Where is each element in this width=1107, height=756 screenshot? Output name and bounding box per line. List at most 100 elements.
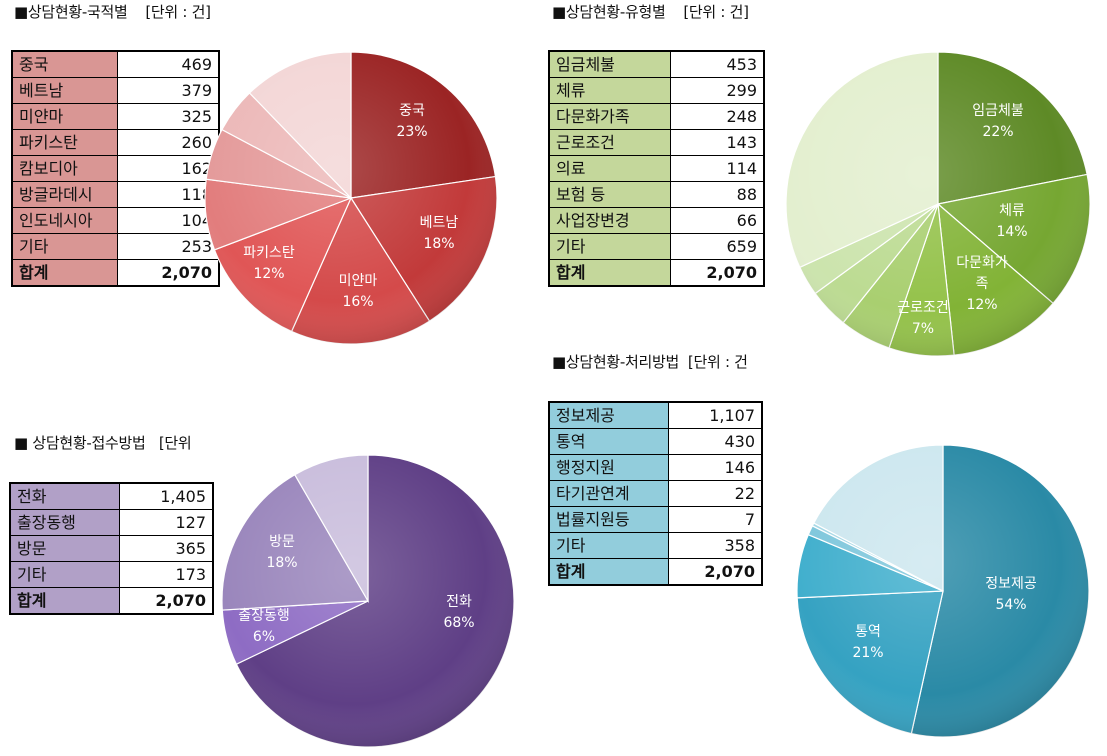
category-label: 다문화가족 (548, 103, 671, 130)
table-row: 전화 1,405 (9, 482, 214, 510)
category-value: 248 (670, 103, 765, 130)
total-label: 합계 (9, 587, 120, 615)
total-label: 합계 (11, 259, 118, 287)
category-value: 127 (119, 509, 214, 536)
table-row: 베트남 379 (11, 77, 220, 104)
slice-label: 미얀마 16% (339, 273, 378, 310)
table-row: 기타 253 (11, 233, 220, 260)
table-row: 방글라데시 118 (11, 181, 220, 208)
table-row: 캄보디아 162 (11, 155, 220, 182)
category-value: 104 (117, 207, 220, 234)
category-value: 146 (668, 454, 763, 481)
category-label: 근로조건 (548, 129, 671, 156)
category-label: 중국 (11, 50, 118, 78)
category-label: 행정지원 (548, 454, 669, 481)
category-value: 659 (670, 233, 765, 260)
chart-title-resolution: ■상담현황-처리방법 [단위 : 건 (552, 353, 748, 371)
category-label: 통역 (548, 428, 669, 455)
slice-label: 임금체불 22% (972, 103, 1024, 140)
category-value: 162 (117, 155, 220, 182)
table-row: 중국 469 (11, 50, 220, 78)
slice-label: 베트남 18% (420, 215, 459, 252)
category-label: 파키스탄 (11, 129, 118, 156)
total-label: 합계 (548, 259, 671, 287)
table-row: 기타 358 (548, 532, 763, 559)
category-value: 453 (670, 50, 765, 78)
table-row: 근로조건 143 (548, 129, 765, 156)
total-row: 합계 2,070 (548, 558, 763, 586)
table-row: 정보제공 1,107 (548, 401, 763, 429)
table-row: 사업장변경 66 (548, 207, 765, 234)
category-label: 정보제공 (548, 401, 669, 429)
slice-label: 근로조건 7% (897, 300, 949, 337)
category-label: 출장동행 (9, 509, 120, 536)
category-value: 118 (117, 181, 220, 208)
table-row: 다문화가족 248 (548, 103, 765, 130)
chart-title-intake: ■ 상담현황-접수방법 [단위 (14, 434, 192, 452)
category-label: 타기관연계 (548, 480, 669, 507)
type-pie-chart: 임금체불 22% 체류 14% 다문화가 족 12%근로조건 7% (785, 51, 1091, 357)
category-value: 22 (668, 480, 763, 507)
category-value: 173 (119, 561, 214, 588)
category-value: 7 (668, 506, 763, 533)
chart-title-type: ■상담현황-유형별 [단위 : 건] (552, 3, 749, 21)
category-value: 1,405 (119, 482, 214, 510)
table-row: 방문 365 (9, 535, 214, 562)
category-value: 253 (117, 233, 220, 260)
category-label: 임금체불 (548, 50, 671, 78)
resolution-pie-chart: 정보제공 54% 통역 21% (796, 444, 1090, 738)
category-value: 88 (670, 181, 765, 208)
slice-label: 전화 68% (443, 594, 474, 631)
category-value: 469 (117, 50, 220, 78)
table-row: 통역 430 (548, 428, 763, 455)
category-value: 114 (670, 155, 765, 182)
table-row: 타기관연계 22 (548, 480, 763, 507)
intake-table: 전화 1,405 출장동행 127 방문 365 기타 173 합계 2,070 (9, 482, 214, 615)
slice-label: 체류 14% (996, 203, 1027, 240)
resolution-table: 정보제공 1,107 통역 430 행정지원 146 타기관연계 22 법률지원등 7 기타 358 합… (548, 401, 763, 586)
category-label: 법률지원등 (548, 506, 669, 533)
table-row: 체류 299 (548, 77, 765, 104)
total-value: 2,070 (668, 558, 763, 586)
table-row: 의료 114 (548, 155, 765, 182)
category-label: 기타 (11, 233, 118, 260)
category-value: 1,107 (668, 401, 763, 429)
category-label: 방문 (9, 535, 120, 562)
category-value: 299 (670, 77, 765, 104)
table-row: 임금체불 453 (548, 50, 765, 78)
table-row: 기타 173 (9, 561, 214, 588)
total-label: 합계 (548, 558, 669, 586)
category-label: 인도네시아 (11, 207, 118, 234)
total-value: 2,070 (670, 259, 765, 287)
table-row: 인도네시아 104 (11, 207, 220, 234)
category-value: 260 (117, 129, 220, 156)
slice-label: 정보제공 54% (985, 576, 1037, 613)
slice-label: 중국 23% (396, 103, 427, 140)
nationality-table: 중국 469 베트남 379 미얀마 325 파키스탄 260 캄보디아 162 방글라데시 118 인… (11, 50, 220, 287)
total-row: 합계 2,070 (9, 587, 214, 615)
category-value: 143 (670, 129, 765, 156)
category-label: 기타 (548, 233, 671, 260)
table-row: 행정지원 146 (548, 454, 763, 481)
category-label: 사업장변경 (548, 207, 671, 234)
slice-label: 출장동행 6% (238, 608, 290, 645)
slice-label: 다문화가 족 12% (956, 255, 1008, 313)
total-value: 2,070 (117, 259, 220, 287)
intake-pie-chart: 전화 68% 출장동행 6% 방문 18% (221, 454, 515, 748)
category-value: 430 (668, 428, 763, 455)
category-label: 캄보디아 (11, 155, 118, 182)
table-row: 파키스탄 260 (11, 129, 220, 156)
category-label: 의료 (548, 155, 671, 182)
table-row: 기타 659 (548, 233, 765, 260)
category-label: 기타 (548, 532, 669, 559)
total-value: 2,070 (119, 587, 214, 615)
category-label: 보험 등 (548, 181, 671, 208)
category-label: 미얀마 (11, 103, 118, 130)
table-row: 출장동행 127 (9, 509, 214, 536)
category-value: 358 (668, 532, 763, 559)
table-row: 법률지원등 7 (548, 506, 763, 533)
category-label: 체류 (548, 77, 671, 104)
table-row: 보험 등 88 (548, 181, 765, 208)
category-label: 전화 (9, 482, 120, 510)
category-value: 365 (119, 535, 214, 562)
